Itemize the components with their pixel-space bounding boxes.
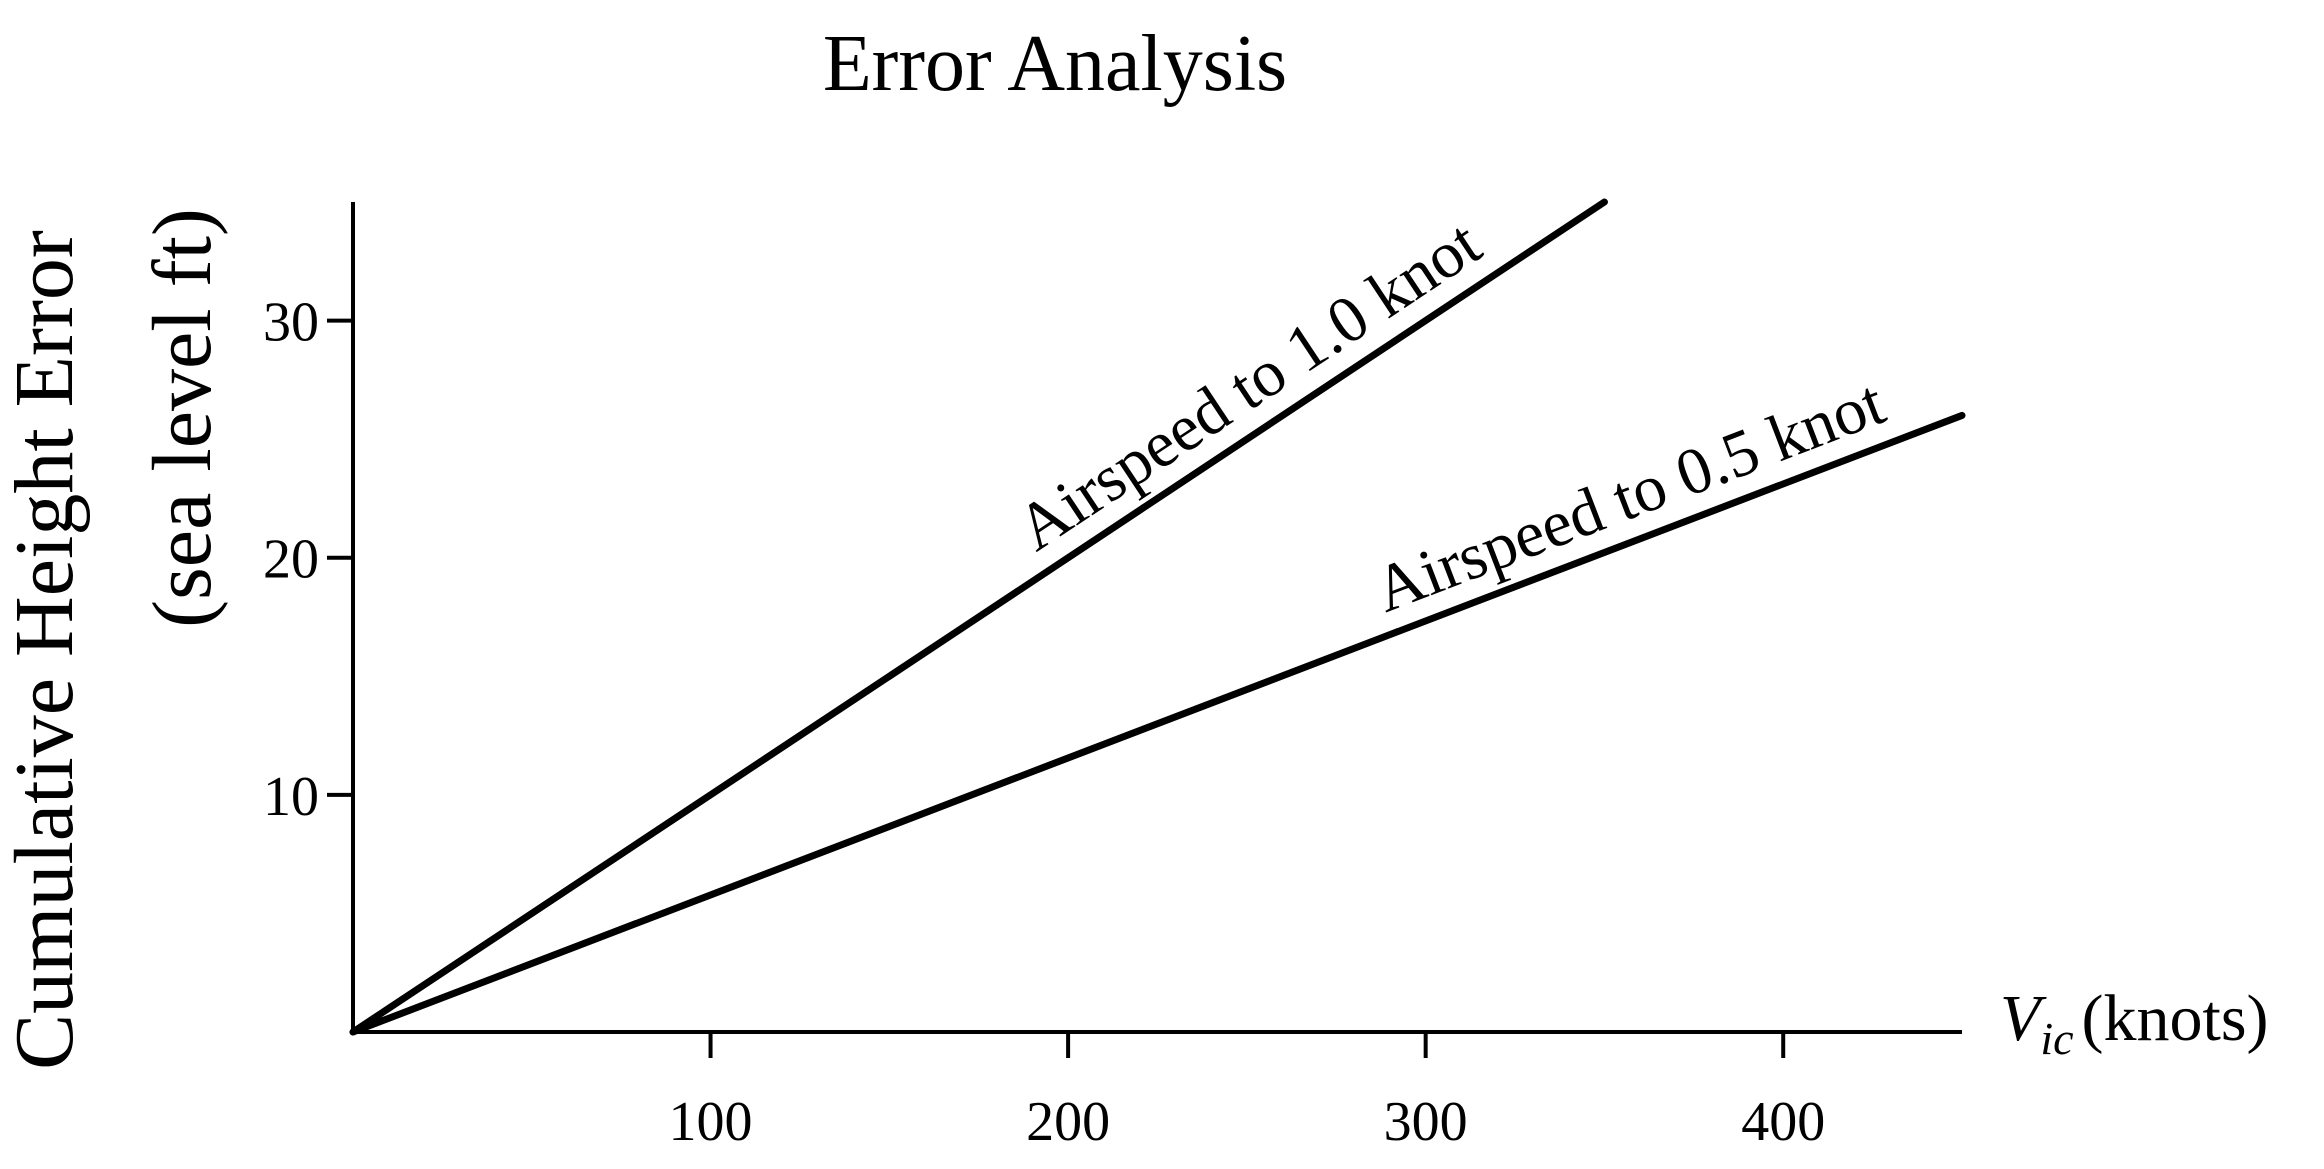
x-tick-label: 200 (1026, 1091, 1110, 1153)
series-label-2: Airspeed to 0.5 knot (1365, 366, 1894, 627)
x-axis-label: Vic (knots) (2000, 982, 2269, 1064)
x-axis-label-unit: (knots) (2082, 982, 2269, 1055)
y-tick-label: 30 (263, 292, 319, 354)
y-axis-label-line2: (sea level ft) (136, 208, 229, 628)
series-line-1 (349, 198, 1608, 1036)
x-axis-label-variable: V (2000, 982, 2047, 1055)
y-axis-label-line1: Cumulative Height Error (0, 230, 91, 1070)
x-axis-label-subscript: ic (2040, 1013, 2073, 1064)
y-axis-label: Cumulative Height Error (sea level ft) (0, 208, 229, 1070)
x-tick-label: 100 (669, 1091, 753, 1153)
x-tick-label: 300 (1384, 1091, 1468, 1153)
y-tick-label: 20 (263, 529, 319, 591)
series-line-2 (349, 411, 1966, 1036)
chart-title: Error Analysis (823, 20, 1287, 108)
axes (351, 202, 1962, 1034)
y-tick-label: 10 (263, 766, 319, 828)
x-tick-label: 400 (1741, 1091, 1825, 1153)
ticks: 100 200 300 400 10 20 30 (263, 292, 1825, 1153)
series-label-1: Airspeed to 1.0 knot (1004, 206, 1493, 565)
